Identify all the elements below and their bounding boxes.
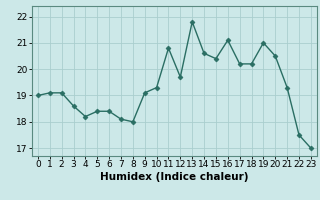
X-axis label: Humidex (Indice chaleur): Humidex (Indice chaleur) xyxy=(100,172,249,182)
